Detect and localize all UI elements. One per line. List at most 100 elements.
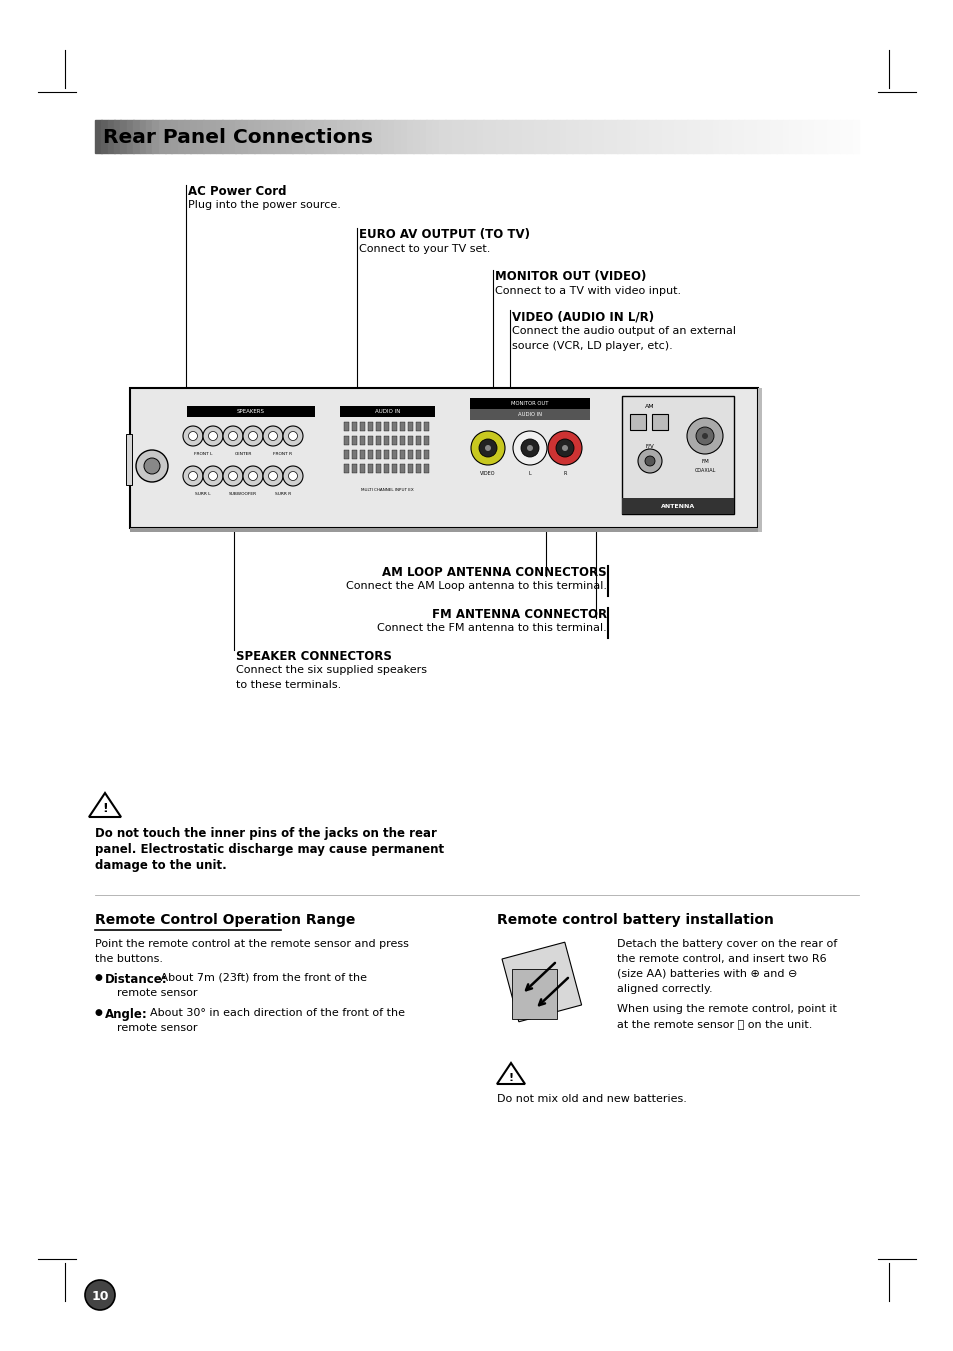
Bar <box>693 120 700 153</box>
Text: Detach the battery cover on the rear of: Detach the battery cover on the rear of <box>617 939 837 948</box>
Bar <box>101 120 108 153</box>
Bar <box>731 120 738 153</box>
Bar <box>591 120 598 153</box>
Circle shape <box>189 431 197 440</box>
Bar <box>845 120 852 153</box>
Bar <box>384 422 389 431</box>
Circle shape <box>229 471 237 481</box>
Bar <box>191 120 197 153</box>
Bar <box>108 120 114 153</box>
Bar <box>719 120 725 153</box>
Bar <box>814 120 821 153</box>
Bar <box>344 450 349 459</box>
Bar <box>368 463 374 473</box>
Bar <box>826 120 833 153</box>
Text: ANTENNA: ANTENNA <box>660 504 695 508</box>
Bar <box>629 413 645 430</box>
Bar <box>553 120 559 153</box>
Bar <box>757 120 763 153</box>
Bar <box>416 463 421 473</box>
Bar <box>622 120 630 153</box>
Bar <box>196 120 204 153</box>
Text: MONITOR OUT: MONITOR OUT <box>511 401 548 407</box>
Bar <box>253 120 261 153</box>
Bar <box>177 120 185 153</box>
Circle shape <box>248 471 257 481</box>
Bar <box>375 436 381 444</box>
Bar <box>457 120 464 153</box>
Bar <box>839 120 846 153</box>
Circle shape <box>526 444 533 451</box>
Bar <box>359 422 365 431</box>
Bar <box>423 463 429 473</box>
Bar <box>781 120 789 153</box>
Bar <box>807 120 814 153</box>
Bar <box>712 120 719 153</box>
Bar <box>724 120 731 153</box>
Bar <box>392 436 397 444</box>
Bar <box>187 407 314 417</box>
Bar <box>416 422 421 431</box>
Circle shape <box>288 431 297 440</box>
Bar <box>248 120 254 153</box>
Bar <box>700 120 706 153</box>
Text: panel. Electrostatic discharge may cause permanent: panel. Electrostatic discharge may cause… <box>95 843 444 857</box>
Text: Rear Panel Connections: Rear Panel Connections <box>103 128 373 147</box>
Text: to these terminals.: to these terminals. <box>235 680 341 690</box>
Text: R: R <box>562 471 566 476</box>
Bar <box>705 120 712 153</box>
Bar <box>416 450 421 459</box>
Bar <box>769 120 776 153</box>
Bar <box>674 120 680 153</box>
Bar <box>279 120 286 153</box>
Text: AM LOOP ANTENNA CONNECTORS: AM LOOP ANTENNA CONNECTORS <box>382 566 606 580</box>
Bar <box>419 120 426 153</box>
Text: SPEAKER CONNECTORS: SPEAKER CONNECTORS <box>235 650 392 663</box>
Bar <box>501 942 581 1021</box>
Circle shape <box>263 466 283 486</box>
Text: Connect the FM antenna to this terminal.: Connect the FM antenna to this terminal. <box>376 623 606 634</box>
Bar <box>355 120 362 153</box>
Bar <box>496 120 502 153</box>
Circle shape <box>189 471 197 481</box>
Text: source (VCR, LD player, etc).: source (VCR, LD player, etc). <box>512 340 672 351</box>
Bar <box>470 409 589 420</box>
Circle shape <box>85 1279 115 1310</box>
Bar <box>384 450 389 459</box>
Text: MULTI CHANNEL INPUT EX: MULTI CHANNEL INPUT EX <box>361 488 414 492</box>
Bar <box>260 120 267 153</box>
Circle shape <box>268 471 277 481</box>
Bar <box>508 120 516 153</box>
Bar <box>343 120 350 153</box>
Text: AM: AM <box>644 404 654 409</box>
Bar <box>408 422 413 431</box>
Bar <box>133 120 140 153</box>
Text: aligned correctly.: aligned correctly. <box>617 984 712 994</box>
Bar <box>423 450 429 459</box>
Bar <box>788 120 795 153</box>
Bar <box>408 450 413 459</box>
Bar <box>375 450 381 459</box>
Bar <box>368 436 374 444</box>
Bar <box>384 436 389 444</box>
Bar <box>776 120 782 153</box>
Bar <box>359 450 365 459</box>
Circle shape <box>183 466 203 486</box>
Text: Angle:: Angle: <box>105 1008 148 1021</box>
Bar <box>344 422 349 431</box>
Text: Plug into the power source.: Plug into the power source. <box>188 200 340 209</box>
Text: !: ! <box>508 1073 513 1084</box>
Bar <box>578 120 585 153</box>
Bar <box>127 120 133 153</box>
Bar <box>483 120 490 153</box>
Circle shape <box>268 431 277 440</box>
Bar <box>324 120 331 153</box>
Bar <box>158 120 166 153</box>
Text: Remote control battery installation: Remote control battery installation <box>497 913 773 927</box>
Bar <box>795 120 801 153</box>
Bar <box>489 120 497 153</box>
Circle shape <box>288 471 297 481</box>
Bar <box>286 120 293 153</box>
Bar <box>215 120 223 153</box>
Bar <box>399 463 405 473</box>
